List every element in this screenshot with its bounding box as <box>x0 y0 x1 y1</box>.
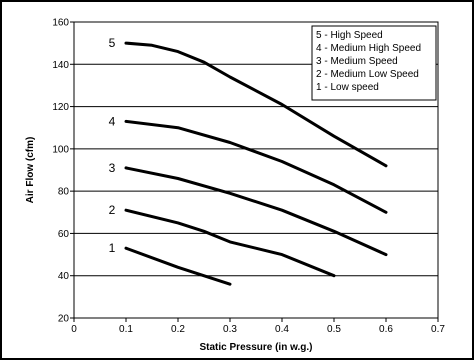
x-tick-label: 0.4 <box>275 324 289 335</box>
legend-entry-5: 5 - High Speed <box>316 30 383 41</box>
legend-entry-4: 4 - Medium High Speed <box>316 43 421 54</box>
series-label-1: 1 <box>109 241 116 255</box>
series-label-4: 4 <box>109 114 116 128</box>
y-tick-label: 160 <box>52 18 69 29</box>
series-line-5 <box>124 41 388 168</box>
y-axis-title: Air Flow (cfm) <box>25 137 36 204</box>
x-tick-label: 0.1 <box>119 324 133 335</box>
series-line-2 <box>124 208 336 278</box>
x-axis-ticks: 0 0.1 0.2 0.3 0.4 0.5 0.6 0.7 <box>71 318 445 335</box>
x-axis-title: Static Pressure (in w.g.) <box>200 342 313 353</box>
series-lines <box>124 41 388 286</box>
x-tick-label: 0.5 <box>327 324 341 335</box>
x-tick-label: 0.7 <box>431 324 445 335</box>
y-tick-label: 20 <box>58 314 70 325</box>
series-line-4 <box>124 119 388 214</box>
y-tick-label: 80 <box>58 187 70 198</box>
series-line-3 <box>124 166 388 257</box>
series-label-5: 5 <box>109 36 116 50</box>
x-tick-label: 0.3 <box>223 324 237 335</box>
y-tick-label: 100 <box>52 144 69 155</box>
y-tick-label: 60 <box>58 229 70 240</box>
plot-area <box>73 21 439 319</box>
x-tick-label: 0.2 <box>171 324 185 335</box>
x-tick-label: 0.6 <box>379 324 393 335</box>
legend-entry-3: 3 - Medium Speed <box>316 56 398 67</box>
y-tick-label: 40 <box>58 271 70 282</box>
series-label-3: 3 <box>109 161 116 175</box>
legend: 5 - High Speed 4 - Medium High Speed 3 -… <box>311 25 437 101</box>
y-tick-label: 120 <box>52 102 69 113</box>
series-line-1 <box>124 246 232 286</box>
y-tick-label: 140 <box>52 60 69 71</box>
series-label-2: 2 <box>109 203 116 217</box>
x-tick-label: 0 <box>71 324 77 335</box>
y-axis-ticks: 20 40 60 80 100 120 140 160 <box>52 18 74 325</box>
legend-box <box>311 25 437 101</box>
legend-entry-1: 1 - Low speed <box>316 82 379 93</box>
legend-entry-2: 2 - Medium Low Speed <box>316 69 419 80</box>
series-labels: 5 4 3 2 1 <box>109 36 116 255</box>
